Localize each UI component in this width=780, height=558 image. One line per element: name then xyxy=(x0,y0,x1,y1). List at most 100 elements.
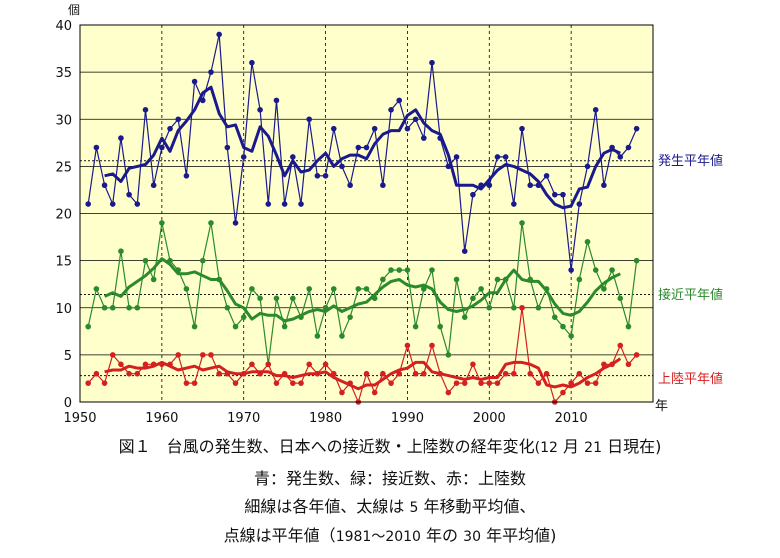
data-point-1-1995 xyxy=(445,352,452,358)
data-point-2-1952 xyxy=(93,370,100,377)
data-point-2-1972 xyxy=(257,370,263,377)
data-point-1-1982 xyxy=(339,333,345,339)
legend-landfall-normal: 上陸平年値 xyxy=(658,371,723,387)
data-point-1-1953 xyxy=(101,304,108,311)
data-point-0-1969 xyxy=(232,220,239,226)
data-point-1-1964 xyxy=(191,323,198,330)
data-point-1-1984 xyxy=(355,286,362,292)
data-point-0-1963 xyxy=(183,173,190,179)
data-point-0-1977 xyxy=(298,201,304,207)
data-point-1-1969 xyxy=(232,323,239,330)
data-point-1-2001 xyxy=(494,276,501,283)
data-point-1-1988 xyxy=(388,267,394,273)
data-point-1-2003 xyxy=(511,304,517,311)
data-point-0-2012 xyxy=(584,163,591,170)
data-point-1-1977 xyxy=(298,314,304,320)
y-tick-label-15: 15 xyxy=(55,255,72,270)
data-point-1-1985 xyxy=(363,286,370,292)
data-point-2-2007 xyxy=(543,370,550,377)
data-point-2-1991 xyxy=(412,370,419,377)
caption-line-4: 点線は平年値（1981～2010 年の 30 年平均値) xyxy=(0,522,780,546)
data-point-1-2018 xyxy=(633,257,640,264)
data-point-2-1968 xyxy=(224,370,231,377)
data-point-0-1991 xyxy=(412,116,419,123)
data-point-2-1977 xyxy=(298,380,304,386)
data-point-1-1980 xyxy=(322,304,329,311)
y-tick-label-30: 30 xyxy=(55,113,72,128)
series-layer xyxy=(85,31,640,405)
data-point-0-1990 xyxy=(404,125,411,132)
caption-date-prefix: (12 xyxy=(534,440,558,456)
moving-average-line-2 xyxy=(104,357,622,391)
data-point-0-1983 xyxy=(347,182,353,189)
data-point-0-1992 xyxy=(421,135,427,141)
data-point-1-2010 xyxy=(568,333,574,339)
data-point-0-1980 xyxy=(322,173,329,179)
data-point-2-2000 xyxy=(486,380,493,386)
data-point-0-2016 xyxy=(617,154,624,160)
data-point-0-1954 xyxy=(109,201,116,207)
data-point-1-2006 xyxy=(535,304,542,311)
data-point-1-2011 xyxy=(576,276,583,283)
data-point-1-2012 xyxy=(584,238,591,245)
data-point-1-1961 xyxy=(167,257,173,264)
data-point-1-1966 xyxy=(208,220,214,226)
data-point-1-1965 xyxy=(199,257,206,264)
data-point-2-2006 xyxy=(535,380,542,386)
data-point-0-2000 xyxy=(486,182,493,189)
data-point-0-1953 xyxy=(101,182,108,189)
data-point-2-1995 xyxy=(445,389,452,396)
x-tick-label-2000: 2000 xyxy=(473,411,506,426)
data-point-1-1967 xyxy=(216,276,222,283)
data-point-1-1998 xyxy=(470,295,476,302)
data-point-0-1998 xyxy=(470,191,476,198)
data-point-0-2011 xyxy=(576,201,583,207)
caption-line4-b: 1981～2010 xyxy=(335,529,421,545)
caption-line4-a: 点線は平年値（ xyxy=(223,526,336,545)
data-point-0-2015 xyxy=(609,144,615,151)
data-point-0-2006 xyxy=(535,182,542,189)
data-point-2-1981 xyxy=(330,370,337,377)
data-point-2-1983 xyxy=(347,380,353,386)
data-point-0-1959 xyxy=(150,182,157,189)
data-point-0-1993 xyxy=(429,59,435,66)
data-point-2-1986 xyxy=(371,389,378,396)
data-point-1-1974 xyxy=(273,295,280,302)
data-point-2-1989 xyxy=(396,370,403,377)
data-point-1-1955 xyxy=(118,248,124,254)
data-point-2-1960 xyxy=(159,361,165,368)
data-point-1-1952 xyxy=(93,286,100,292)
data-point-1-2016 xyxy=(617,295,624,302)
caption-line-1: 図１ 台風の発生数、日本への接近数・上陸数の経年変化(12 月 21 日現在) xyxy=(0,433,780,457)
caption-date-suffix: 日現在) xyxy=(607,437,662,456)
data-point-2-1978 xyxy=(306,361,313,368)
data-point-2-1987 xyxy=(380,370,386,377)
data-point-1-1959 xyxy=(150,276,157,283)
data-point-1-1987 xyxy=(380,276,386,283)
axes: 0 5 10 15 20 25 30 35 40 1950 1960 1970 1980 1990 2000… xyxy=(55,19,654,426)
y-tick-label-0: 0 xyxy=(64,396,72,411)
data-point-0-2004 xyxy=(519,125,525,132)
x-tick-label-1990: 1990 xyxy=(391,411,424,426)
data-point-2-2009 xyxy=(560,389,566,396)
data-point-0-1995 xyxy=(445,163,452,170)
data-point-0-2013 xyxy=(592,107,599,113)
data-point-0-1974 xyxy=(273,97,280,104)
data-point-0-1994 xyxy=(437,135,443,141)
caption-line4-d: 30 xyxy=(463,529,481,545)
data-point-1-2013 xyxy=(592,267,599,273)
data-point-1-1954 xyxy=(109,304,116,311)
x-tick-label-1960: 1960 xyxy=(145,411,178,426)
data-point-0-1996 xyxy=(453,154,460,160)
grid-lines xyxy=(80,25,653,402)
moving-average-line-1 xyxy=(103,257,621,323)
data-point-1-2004 xyxy=(519,220,525,226)
y-tick-label-40: 40 xyxy=(55,19,72,34)
data-point-0-1981 xyxy=(330,125,337,132)
data-point-2-1976 xyxy=(290,380,296,386)
legend-approach-normal: 接近平年値 xyxy=(658,287,723,303)
data-point-2-1957 xyxy=(134,370,141,377)
y-tick-label-35: 35 xyxy=(55,66,72,81)
data-point-2-2010 xyxy=(568,380,574,386)
data-point-1-1963 xyxy=(183,286,190,292)
